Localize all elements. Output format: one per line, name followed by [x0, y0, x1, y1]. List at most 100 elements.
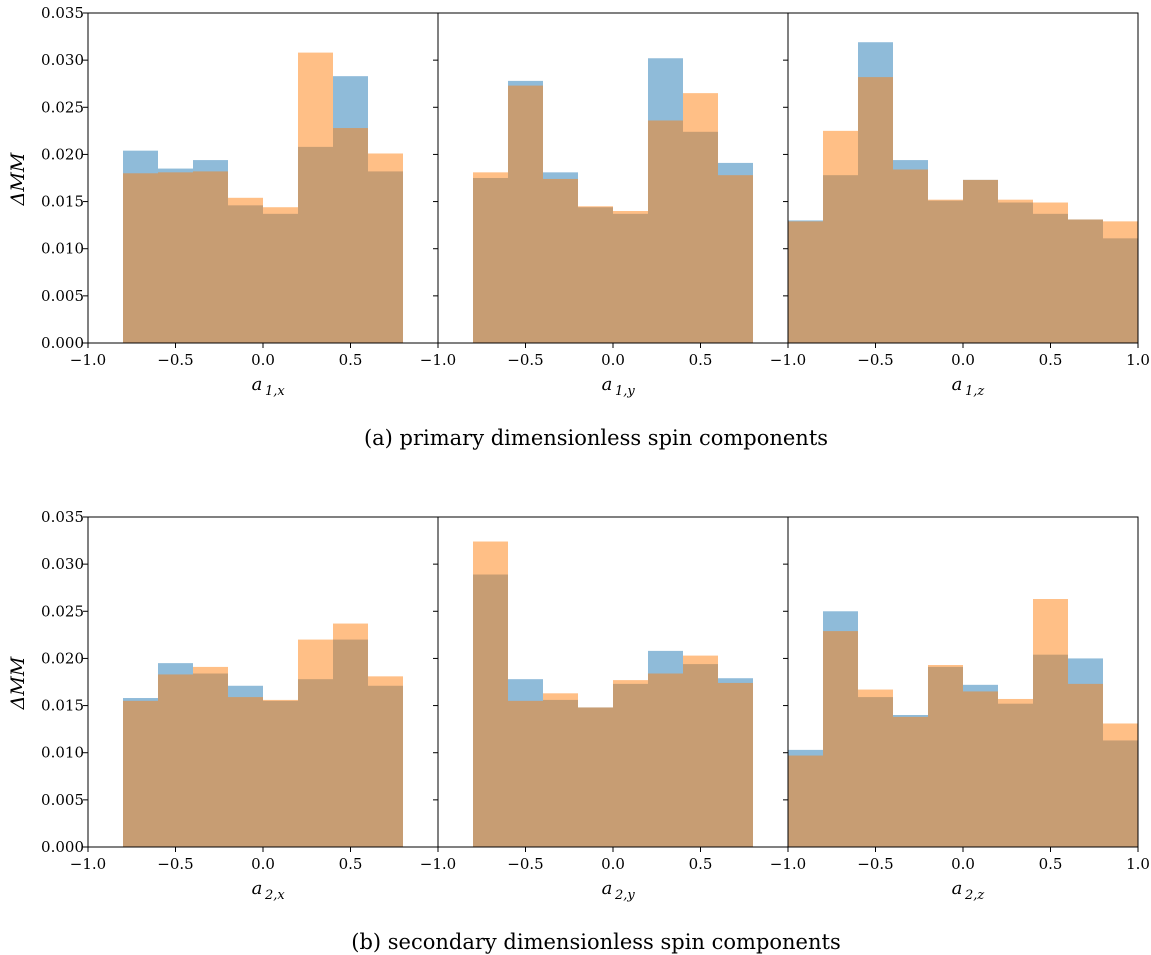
x-tick-label: 0.5	[689, 351, 713, 369]
x-tick-label: 1.0	[1126, 351, 1150, 369]
y-tick-label: 0.035	[41, 4, 84, 22]
x-axis-label-subscript: 1,x	[265, 384, 285, 399]
x-tick-label: −0.5	[857, 855, 893, 873]
x-axis-label: a	[252, 878, 263, 899]
bar-series2-bin1	[158, 172, 193, 343]
bar-series2-bin4	[263, 207, 298, 343]
y-axis-label-row-a: ΔMM	[7, 152, 29, 206]
bar-series2-bin4	[613, 680, 648, 847]
y-tick-label: 0.005	[41, 791, 84, 809]
bar-series2-bin0	[123, 173, 158, 343]
bar-series2-bin6	[683, 655, 718, 847]
panel-2-x: 0.000 0.005 0.010 0.015 0.020 0.025 0.030 0.035…	[41, 508, 439, 903]
y-tick-label: 0.000	[41, 838, 84, 856]
y-tick-label: 0.020	[41, 649, 84, 667]
y-tick-label: 0.020	[41, 145, 84, 163]
y-tick-label: 0.010	[41, 240, 84, 258]
x-tick-label: −1.0	[770, 351, 806, 369]
bar-series2-bin1	[823, 631, 858, 847]
panel-1-z: −1.0 −0.5 0.0 0.5 1.0 a 1,z	[770, 12, 1150, 399]
bar-series2-bin3	[893, 169, 928, 343]
x-tick-label: −1.0	[770, 855, 806, 873]
bar-series2-bin7	[368, 676, 403, 847]
x-tick-label: −0.5	[507, 855, 543, 873]
y-tick-label: 0.035	[41, 508, 84, 526]
bar-series2-bin0	[473, 172, 508, 343]
x-tick-label: 0.0	[951, 351, 975, 369]
bar-series2-bin3	[578, 206, 613, 343]
bar-series2-bin9	[1103, 723, 1138, 847]
bar-series2-bin0	[788, 755, 823, 847]
x-tick-label: 0.0	[601, 351, 625, 369]
bar-series2-bin7	[1033, 202, 1068, 343]
x-tick-label: 0.5	[1039, 351, 1063, 369]
bar-series2-bin7	[368, 153, 403, 343]
x-axis-label: a	[602, 878, 613, 899]
bar-series2-bin7	[718, 682, 753, 847]
panel-1-y: −1.0 −0.5 0.0 0.5 a 1,y	[420, 12, 789, 399]
bar-series2-bin5	[298, 639, 333, 847]
bar-series2-bin1	[823, 130, 858, 343]
x-axis-label: a	[252, 374, 263, 395]
y-tick-label: 0.030	[41, 51, 84, 69]
x-axis-label: a	[952, 374, 963, 395]
y-axis-label-row-b: ΔMM	[7, 656, 29, 710]
x-tick-label: −1.0	[70, 351, 106, 369]
x-tick-label: 0.0	[251, 855, 275, 873]
bar-series2-bin0	[123, 700, 158, 847]
bar-series2-bin2	[543, 178, 578, 343]
x-tick-label: −0.5	[157, 855, 193, 873]
bar-series2-bin2	[858, 77, 893, 343]
bar-series2-bin2	[193, 666, 228, 847]
x-tick-label: −0.5	[157, 351, 193, 369]
y-tick-label: 0.000	[41, 334, 84, 352]
x-axis-label-subscript: 2,z	[964, 888, 984, 903]
bar-series2-bin4	[928, 199, 963, 343]
x-tick-label: −1.0	[420, 855, 456, 873]
bar-series2-bin6	[683, 93, 718, 344]
x-tick-label: −0.5	[857, 351, 893, 369]
bar-series2-bin5	[298, 52, 333, 343]
bar-series2-bin8	[1068, 683, 1103, 847]
x-axis-label-subscript: 2,x	[264, 888, 285, 903]
x-tick-label: 0.0	[601, 855, 625, 873]
panel-2-z: −1.0 −0.5 0.0 0.5 1.0 a 2,z	[770, 516, 1150, 903]
bar-series2-bin6	[998, 199, 1033, 343]
bar-series2-bin2	[543, 693, 578, 847]
bar-series2-bin5	[963, 691, 998, 847]
x-axis-label-subscript: 1,y	[615, 384, 635, 399]
bar-series2-bin4	[613, 211, 648, 343]
y-tick-label: 0.025	[41, 602, 84, 620]
x-axis-label-subscript: 1,z	[965, 384, 984, 399]
bar-series2-bin1	[508, 700, 543, 847]
bar-series2-bin0	[788, 221, 823, 343]
x-tick-label: −0.5	[507, 351, 543, 369]
bar-series2-bin3	[228, 197, 263, 343]
bar-series2-bin3	[893, 716, 928, 847]
bar-series2-bin0	[473, 541, 508, 847]
bar-series2-bin9	[1103, 221, 1138, 343]
bar-series2-bin5	[963, 179, 998, 343]
x-tick-label: −1.0	[70, 855, 106, 873]
x-tick-label: 0.5	[339, 855, 363, 873]
bar-series2-bin6	[998, 698, 1033, 847]
x-tick-label: 0.0	[251, 351, 275, 369]
bar-series2-bin7	[1033, 599, 1068, 847]
bar-series2-bin4	[928, 665, 963, 847]
bar-series2-bin2	[193, 171, 228, 343]
x-axis-label: a	[602, 374, 613, 395]
bar-series2-bin1	[158, 674, 193, 847]
x-tick-label: 1.0	[1126, 855, 1150, 873]
bar-series2-bin1	[508, 85, 543, 343]
y-tick-label: 0.005	[41, 287, 84, 305]
bar-series2-bin3	[578, 707, 613, 847]
x-tick-label: 0.5	[1039, 855, 1063, 873]
bar-series2-bin7	[718, 175, 753, 343]
x-axis-label-subscript: 2,y	[614, 888, 635, 903]
x-tick-label: 0.0	[951, 855, 975, 873]
caption-b: (b) secondary dimensionless spin compone…	[351, 930, 840, 954]
panel-2-y: −1.0 −0.5 0.0 0.5 a 2,y	[420, 516, 789, 903]
bar-series2-bin3	[228, 697, 263, 847]
y-tick-label: 0.015	[41, 193, 84, 211]
